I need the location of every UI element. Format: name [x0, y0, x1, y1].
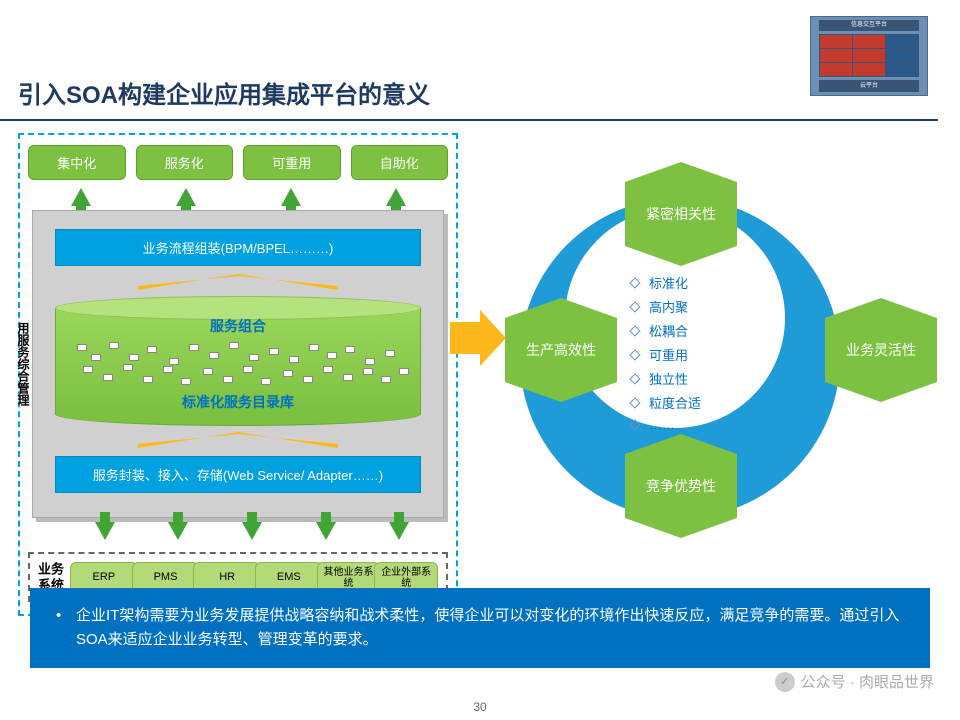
arrow-up-icon — [389, 522, 409, 540]
pill-centralize: 集中化 — [28, 145, 126, 180]
big-arrow-right-icon — [450, 310, 506, 366]
bullet-item: …… — [631, 417, 701, 432]
arrow-up-icon — [71, 188, 91, 206]
watermark: ✓ 公众号 · 肉眼品世界 — [775, 671, 934, 692]
bullet-item: 可重用 — [631, 345, 701, 364]
wechat-icon: ✓ — [775, 672, 795, 692]
arrow-up-icon — [242, 522, 262, 540]
page-number: 30 — [0, 700, 960, 714]
bullet-list: 标准化高内聚松耦合可重用独立性粒度合适 …… — [631, 273, 701, 437]
pill-selfhelp: 自助化 — [351, 145, 449, 180]
service-wrap-bar: 服务封装、接入、存储(Web Service/ Adapter……) — [55, 456, 421, 493]
chevron-up-icon — [55, 432, 421, 448]
arrow-up-icon — [168, 522, 188, 540]
arrow-up-icon — [281, 188, 301, 206]
bullet-item: 高内聚 — [631, 297, 701, 316]
chevron-up-icon — [55, 274, 421, 290]
arrow-up-icon — [95, 522, 115, 540]
pill-reuse: 可重用 — [243, 145, 341, 180]
grey-container: 用服务综合管理 业务流程组装(BPM/BPEL………) 服务组合 标准化服务目录… — [32, 210, 444, 518]
hex-bottom: 竞争优势性 — [625, 454, 737, 518]
arrow-up-icon — [316, 522, 336, 540]
arrow-up-icon — [176, 188, 196, 206]
bullet-item: 标准化 — [631, 273, 701, 292]
service-cylinder: 服务组合 标准化服务目录库 — [55, 296, 421, 426]
arrow-up-icon — [386, 188, 406, 206]
bpm-bar: 业务流程组装(BPM/BPEL………) — [55, 229, 421, 266]
left-architecture-panel: 集中化 服务化 可重用 自助化 用服务综合管理 业务流程组装(BPM/BPEL…… — [18, 133, 458, 616]
bullet-item: 松耦合 — [631, 321, 701, 340]
vertical-label: 用服务综合管理 — [15, 322, 32, 406]
benefits-ring: 紧密相关性 业务灵活性 竞争优势性 生产高效性 标准化高内聚松耦合可重用独立性粒… — [515, 158, 945, 548]
pill-service: 服务化 — [136, 145, 234, 180]
footer-text: 企业IT架构需要为业务发展提供战略容纳和战术柔性，使得企业可以对变化的环境作出快… — [30, 588, 930, 668]
top-pills-row: 集中化 服务化 可重用 自助化 — [28, 145, 448, 180]
bullet-item: 独立性 — [631, 369, 701, 388]
hex-top: 紧密相关性 — [625, 182, 737, 246]
page-title: 引入SOA构建企业应用集成平台的意义 — [18, 75, 938, 119]
corner-graphic: 信息交互平台 云平台 — [810, 16, 928, 96]
hex-left: 生产高效性 — [505, 318, 617, 382]
hex-right: 业务灵活性 — [825, 318, 937, 382]
bullet-item: 粒度合适 — [631, 393, 701, 412]
